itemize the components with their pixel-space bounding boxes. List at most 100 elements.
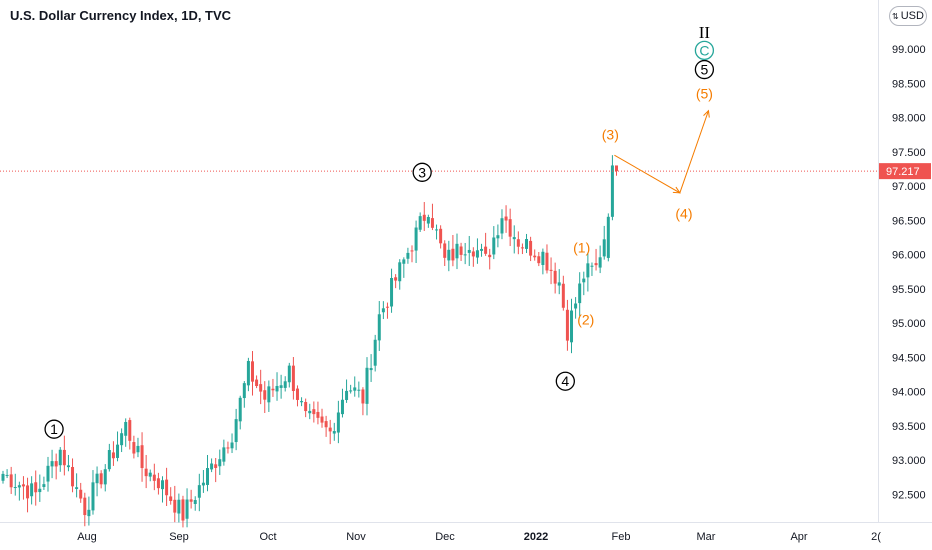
candle-body[interactable] [177, 499, 181, 514]
candle-body[interactable] [238, 397, 242, 422]
candle-body[interactable] [557, 282, 561, 286]
candle-body[interactable] [398, 262, 402, 282]
candle-body[interactable] [574, 303, 578, 309]
candle-body[interactable] [414, 227, 418, 251]
candle-body[interactable] [537, 256, 541, 264]
candle-body[interactable] [103, 469, 107, 485]
candle-body[interactable] [116, 444, 120, 458]
candle-body[interactable] [136, 445, 140, 453]
candle-body[interactable] [79, 489, 83, 499]
candle-body[interactable] [189, 499, 193, 502]
candle-body[interactable] [590, 265, 594, 267]
candle-body[interactable] [304, 402, 308, 412]
candle-body[interactable] [582, 278, 586, 283]
candle-body[interactable] [504, 216, 508, 221]
candle-body[interactable] [156, 478, 160, 489]
candle-body[interactable] [549, 269, 553, 271]
candle-body[interactable] [402, 259, 406, 264]
candle-body[interactable] [193, 500, 197, 505]
candle-body[interactable] [324, 421, 328, 428]
candle-body[interactable] [1, 473, 5, 481]
candle-body[interactable] [242, 383, 246, 399]
candle-body[interactable] [128, 420, 132, 441]
candle-body[interactable] [500, 218, 504, 234]
candle-body[interactable] [320, 416, 324, 423]
candle-body[interactable] [435, 229, 439, 231]
candle-body[interactable] [390, 277, 394, 307]
candle-body[interactable] [369, 368, 373, 371]
candle-body[interactable] [230, 442, 234, 449]
candle-body[interactable] [161, 480, 165, 490]
candle-body[interactable] [17, 485, 21, 488]
candle-body[interactable] [197, 485, 201, 498]
candle-body[interactable] [140, 445, 144, 469]
candle-body[interactable] [336, 412, 340, 433]
candle-body[interactable] [455, 243, 459, 259]
candle-body[interactable] [87, 509, 91, 517]
candle-body[interactable] [267, 386, 271, 403]
candle-body[interactable] [206, 468, 209, 485]
candle-body[interactable] [365, 367, 369, 404]
candle-body[interactable] [222, 447, 226, 462]
candle-body[interactable] [480, 248, 484, 251]
candle-body[interactable] [287, 365, 291, 383]
candle-body[interactable] [426, 216, 430, 224]
candle-body[interactable] [13, 487, 17, 489]
candle-body[interactable] [439, 228, 443, 244]
candle-body[interactable] [234, 419, 238, 443]
candle-body[interactable] [246, 360, 250, 386]
candle-body[interactable] [62, 449, 66, 466]
candle-body[interactable] [275, 385, 279, 392]
candle-body[interactable] [83, 497, 87, 516]
candle-body[interactable] [144, 468, 148, 477]
candle-body[interactable] [132, 442, 136, 454]
candle-body[interactable] [328, 427, 332, 432]
candle-body[interactable] [443, 243, 447, 258]
candle-body[interactable] [42, 484, 46, 487]
candle-body[interactable] [250, 361, 254, 382]
candle-body[interactable] [58, 449, 62, 466]
candle-body[interactable] [9, 474, 13, 488]
candle-body[interactable] [165, 479, 169, 496]
candle-body[interactable] [291, 365, 295, 392]
candle-body[interactable] [496, 235, 500, 239]
candle-body[interactable] [606, 216, 610, 258]
candle-body[interactable] [46, 465, 50, 482]
candle-body[interactable] [283, 381, 287, 388]
candle-body[interactable] [475, 250, 479, 258]
candle-body[interactable] [353, 387, 357, 391]
candle-body[interactable] [361, 389, 365, 404]
candle-body[interactable] [430, 218, 434, 228]
candle-body[interactable] [332, 431, 336, 434]
candle-body[interactable] [259, 384, 263, 392]
currency-selector-button[interactable]: ⇅ USD [889, 6, 927, 26]
candle-body[interactable] [34, 482, 38, 493]
candle-body[interactable] [349, 390, 353, 392]
candle-body[interactable] [148, 472, 152, 477]
candle-body[interactable] [381, 308, 385, 313]
candle-body[interactable] [578, 283, 582, 304]
candle-body[interactable] [529, 240, 533, 256]
candle-body[interactable] [185, 499, 189, 519]
candle-body[interactable] [394, 277, 398, 281]
candle-body[interactable] [615, 165, 618, 172]
candle-body[interactable] [471, 251, 475, 257]
candle-body[interactable] [21, 484, 25, 487]
candle-body[interactable] [95, 473, 99, 484]
candle-body[interactable] [467, 249, 471, 253]
candle-body[interactable] [422, 214, 426, 221]
candle-body[interactable] [38, 488, 42, 493]
candle-body[interactable] [373, 339, 377, 366]
candle-body[interactable] [26, 485, 30, 499]
candle-body[interactable] [553, 270, 557, 284]
candle-body[interactable] [300, 401, 304, 403]
candle-body[interactable] [565, 309, 569, 341]
candle-body[interactable] [586, 263, 590, 278]
candle-body[interactable] [312, 409, 316, 415]
candle-body[interactable] [316, 411, 320, 418]
candle-body[interactable] [271, 388, 275, 391]
candle-body[interactable] [463, 254, 467, 256]
candle-body[interactable] [345, 390, 349, 401]
candle-body[interactable] [492, 237, 496, 255]
candle-body[interactable] [410, 250, 414, 252]
